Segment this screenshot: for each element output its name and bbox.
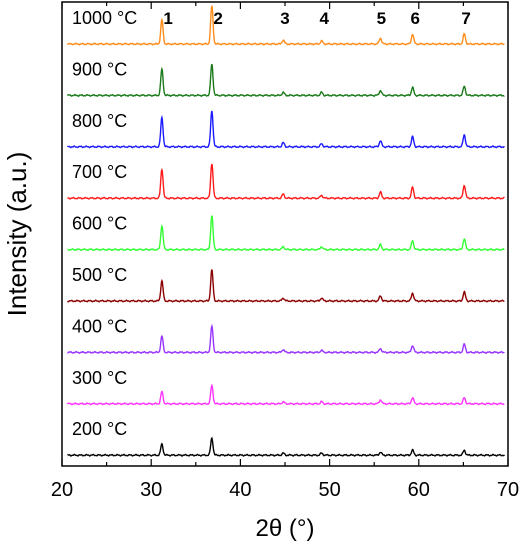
series-label: 700 °C [72, 162, 127, 182]
x-tick-label: 30 [140, 479, 162, 501]
peak-label: 1 [163, 9, 172, 28]
series-label: 400 °C [72, 316, 127, 336]
series-label: 600 °C [72, 214, 127, 234]
series-line [66, 269, 505, 303]
x-tick-label: 40 [229, 479, 251, 501]
series-label-layer: 1000 °C 900 °C 800 °C 700 °C 600 °C 500 °C 400… [72, 8, 137, 439]
x-tick-label: 70 [497, 479, 519, 501]
series-label: 1000 °C [72, 8, 137, 28]
y-axis-label: Intensity (a.u.) [2, 152, 32, 317]
x-tick-label: 50 [318, 479, 340, 501]
series-label: 900 °C [72, 59, 127, 79]
series-label: 200 °C [72, 419, 127, 439]
x-axis-ticks: 20 30 40 50 60 70 [51, 2, 519, 501]
peak-label: 4 [320, 9, 330, 28]
peak-label: 5 [377, 9, 386, 28]
series-line [66, 383, 505, 406]
peak-label: 6 [410, 9, 419, 28]
x-axis-label: 2θ (°) [256, 515, 315, 542]
series-line [67, 323, 505, 355]
peak-label: 3 [280, 9, 289, 28]
series-label: 300 °C [72, 368, 127, 388]
series-line [66, 63, 505, 98]
series-line [67, 110, 505, 149]
x-tick-label: 20 [51, 479, 73, 501]
series-layer [66, 5, 506, 457]
series-line [67, 436, 506, 457]
peak-label: 7 [461, 9, 470, 28]
series-label: 500 °C [72, 265, 127, 285]
series-line [67, 5, 505, 46]
series-line [67, 215, 505, 252]
peak-label: 2 [213, 9, 222, 28]
series-label: 800 °C [72, 111, 127, 131]
plot-frame [61, 1, 509, 467]
x-tick-label: 60 [408, 479, 430, 501]
series-line [67, 163, 505, 200]
peak-label-layer: 1 2 3 4 5 6 7 [163, 9, 470, 28]
